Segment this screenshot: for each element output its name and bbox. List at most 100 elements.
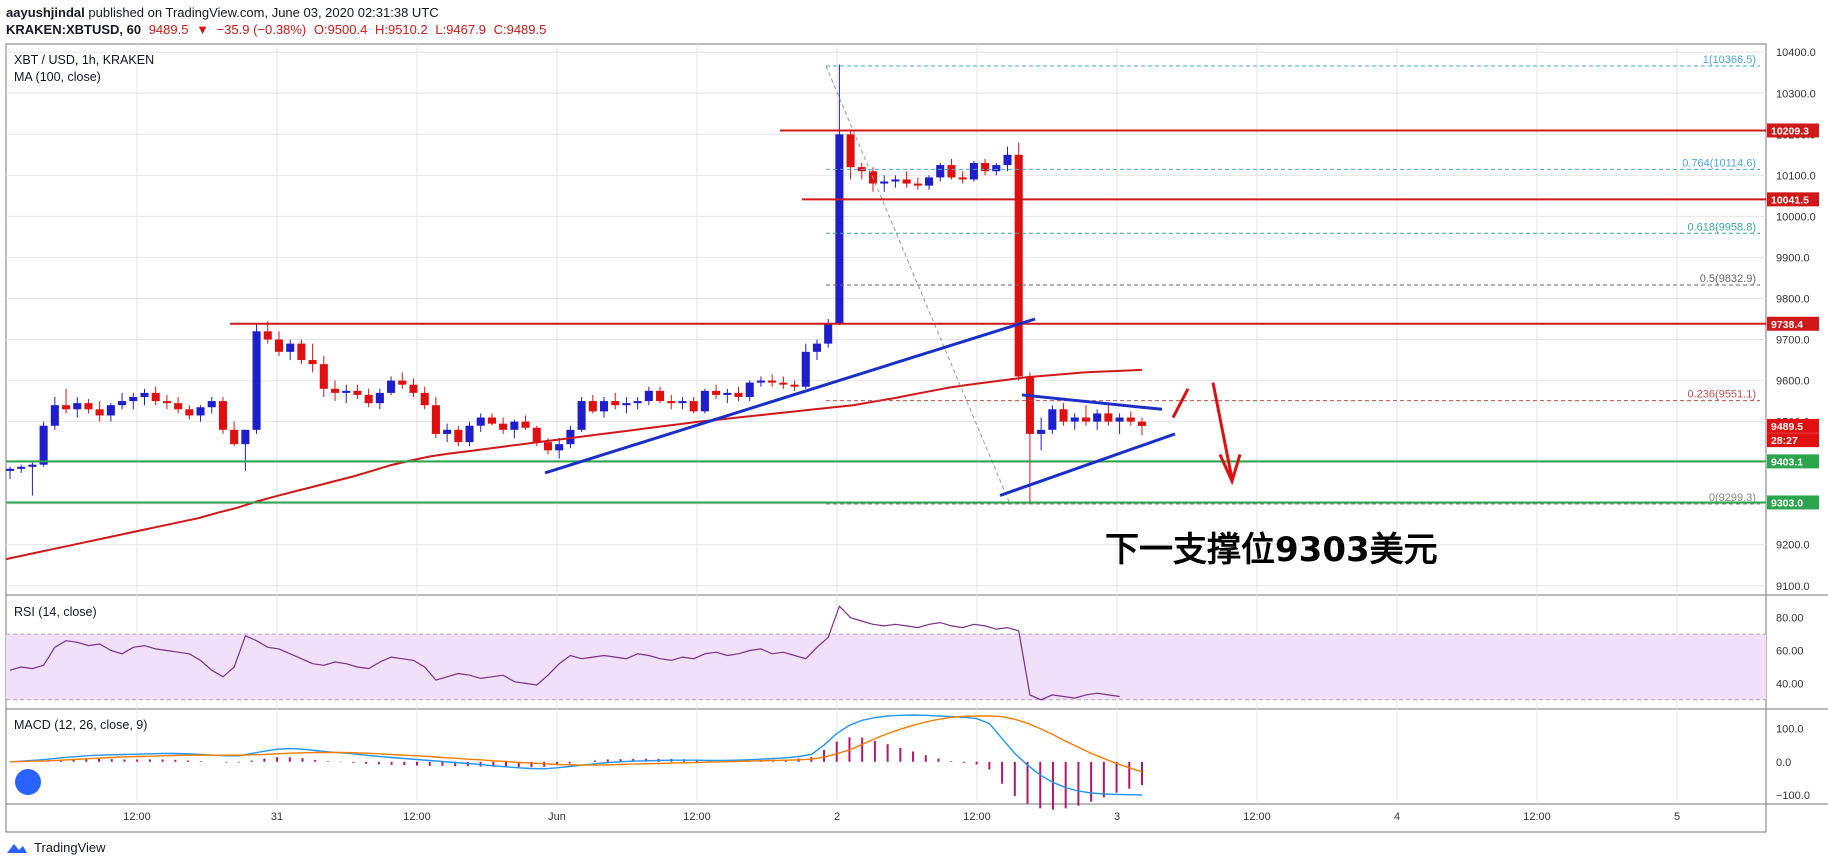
- x-tick-label: Jun: [548, 811, 566, 823]
- candle-body: [700, 390, 709, 412]
- candle-body: [555, 444, 564, 451]
- candle-body: [633, 401, 642, 404]
- candle-body: [1081, 417, 1090, 422]
- candle-body: [174, 403, 183, 410]
- candle-body: [566, 429, 575, 445]
- x-tick-label: 4: [1394, 811, 1400, 823]
- y-tick-label: 9200.0: [1776, 540, 1810, 552]
- candle-body: [913, 183, 922, 186]
- candle-body: [745, 382, 754, 397]
- candle-body: [465, 425, 474, 443]
- candle-body: [992, 165, 1001, 172]
- x-tick-label: 12:00: [963, 811, 991, 823]
- fib-trend-line: [825, 65, 1011, 505]
- trend-line: [999, 432, 1176, 497]
- symbol-line: KRAKEN:XBTUSD, 60: [6, 22, 142, 37]
- y-tick-label: 10300.0: [1776, 88, 1816, 100]
- candle-body: [375, 392, 384, 404]
- candle-body: [129, 396, 138, 402]
- candle-body: [286, 343, 295, 352]
- candle-body: [532, 427, 541, 443]
- candle-body: [330, 388, 340, 393]
- small-red-arrow: [1171, 388, 1190, 419]
- macd-tick-label: 0.0: [1776, 757, 1791, 769]
- candle-body: [1059, 409, 1068, 422]
- candle-body: [1014, 154, 1023, 377]
- tradingview-brand: TradingView: [34, 840, 106, 855]
- candle-body: [801, 351, 810, 387]
- candle-body: [521, 421, 530, 428]
- candle-body: [689, 401, 698, 412]
- ohlc-line: KRAKEN:XBTUSD, 60 9489.5 ▼ −35.9 (−0.38%…: [6, 21, 550, 38]
- candle-body: [308, 360, 317, 365]
- candle-body: [162, 401, 171, 404]
- candle-body: [62, 405, 71, 410]
- candle-body: [1048, 409, 1057, 430]
- candle-body: [981, 163, 990, 172]
- candle-body: [140, 392, 149, 397]
- tv-badge-icon[interactable]: [15, 769, 41, 795]
- candle-body: [712, 390, 721, 395]
- candle-body: [723, 392, 732, 395]
- publisher-line: aayushjindal published on TradingView.co…: [6, 4, 550, 21]
- fib-level-label: 0.5(9832.9): [1700, 273, 1756, 285]
- candle-body: [409, 384, 418, 393]
- x-tick-label: 12:00: [123, 811, 151, 823]
- candle-body: [599, 401, 609, 412]
- candle-body: [611, 401, 620, 406]
- candle-body: [1037, 429, 1046, 434]
- rsi-band: [6, 634, 1766, 700]
- signal-line: [9, 715, 1143, 773]
- candle-body: [263, 331, 272, 340]
- macd-tick-label: −100.0: [1776, 790, 1810, 802]
- rsi-tick-label: 80.00: [1776, 613, 1804, 625]
- fib-level-label: 0(9299.3): [1709, 492, 1756, 504]
- tradingview-footer[interactable]: TradingView: [6, 840, 106, 855]
- candle-body: [230, 429, 239, 445]
- candle-body: [218, 401, 227, 430]
- y-tick-label: 9700.0: [1776, 335, 1810, 347]
- candle-body: [319, 364, 328, 389]
- last-price: 9489.5: [148, 22, 189, 37]
- fib-level-label: 1(10366.5): [1703, 54, 1756, 66]
- price-tag-label: 9738.4: [1771, 319, 1803, 331]
- down-arrow-shaft: [1211, 382, 1234, 480]
- candle-body: [342, 390, 351, 393]
- price-tag-bg: [1767, 123, 1819, 138]
- price-tag-bg: [1767, 495, 1819, 510]
- candle-body: [118, 401, 127, 406]
- candle-body: [17, 466, 26, 469]
- price-tag-label: 10041.5: [1771, 194, 1809, 206]
- candle-body: [543, 442, 553, 451]
- current-price-tag-label: 9489.5: [1771, 421, 1803, 433]
- tradingview-logo-icon: [7, 843, 27, 853]
- rsi-line: [9, 605, 1120, 701]
- current-price-tag-label: 28:27: [1771, 435, 1798, 447]
- candle-body: [207, 401, 216, 408]
- rsi-tick-label: 40.00: [1776, 678, 1804, 690]
- candle-body: [588, 401, 597, 412]
- candle-body: [84, 403, 93, 410]
- candle-body: [28, 464, 37, 467]
- rsi-tick-label: 60.00: [1776, 646, 1804, 658]
- close-value: C:9489.5: [493, 22, 547, 37]
- candle-body: [577, 401, 586, 430]
- x-tick-label: 12:00: [683, 811, 711, 823]
- candle-body: [644, 390, 653, 402]
- chart-header: aayushjindal published on TradingView.co…: [6, 4, 550, 38]
- candle-body: [364, 394, 373, 404]
- candle-body: [812, 343, 822, 352]
- price-tag-bg: [1767, 192, 1819, 207]
- candle-body: [902, 179, 911, 184]
- current-price-tag-bg: [1767, 433, 1819, 448]
- published-text: published on TradingView.com, June 03, 2…: [88, 5, 439, 20]
- candle-body: [1003, 154, 1012, 166]
- publisher-name[interactable]: aayushjindal: [6, 5, 85, 20]
- ma100-line: [5, 368, 1143, 561]
- x-tick-label: 12:00: [1243, 811, 1271, 823]
- candle-body: [274, 339, 284, 352]
- candle-body: [73, 403, 82, 410]
- candle-body: [241, 429, 250, 445]
- fib-level-label: 0.764(10114.6): [1682, 157, 1756, 169]
